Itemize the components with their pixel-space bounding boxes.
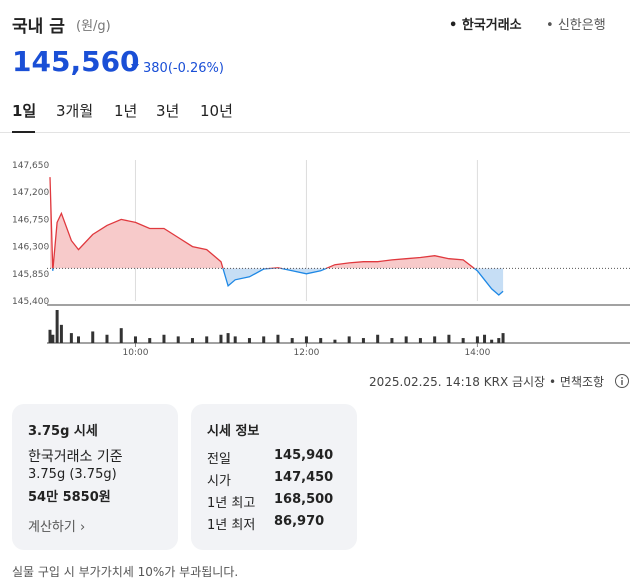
volume-bar: [48, 329, 52, 343]
info-label: 1년 최저: [207, 518, 256, 533]
source-label: 신한은행: [557, 18, 606, 33]
card-amount: 54만 5850원: [28, 490, 111, 505]
tab[interactable]: 3개월: [56, 102, 94, 120]
info-value: 145,940: [274, 448, 334, 463]
volume-bar: [233, 336, 237, 343]
calc-button[interactable]: 계산하기 ›: [28, 520, 86, 535]
y-tick-label: 147,650: [12, 161, 49, 171]
tab-underline: [12, 131, 35, 133]
change: 380(-0.26%): [143, 61, 224, 76]
price: 145,560: [12, 45, 140, 78]
volume-bar: [501, 333, 505, 343]
info-label: 전일: [207, 452, 231, 467]
price-line: [52, 268, 504, 296]
volume-bar: [190, 338, 194, 343]
volume-bar: [226, 333, 230, 343]
volume-bar: [497, 338, 501, 343]
change-pct: (-0.26%): [167, 61, 224, 76]
volume-bar: [205, 336, 209, 343]
x-tick-label: 12:00: [293, 348, 319, 358]
volume-bar: [69, 333, 73, 343]
info-card: 시세 정보 전일 145,940 시가 147,450 1년 최고 168,50…: [191, 404, 357, 550]
volume-bar: [76, 336, 80, 343]
volume-bar: [319, 338, 323, 343]
tab[interactable]: 1년: [114, 102, 138, 120]
volume-bar: [304, 336, 308, 343]
volume-bar: [176, 336, 180, 343]
volume-bar: [91, 331, 95, 343]
y-tick-label: 147,200: [12, 188, 49, 198]
volume-bar: [461, 338, 465, 343]
tab[interactable]: 3년: [156, 102, 180, 120]
disclaimer-label: 면책조항: [559, 375, 605, 389]
volume-bar: [490, 339, 494, 343]
y-tick-label: 145,850: [12, 270, 49, 280]
volume-bar: [247, 338, 251, 343]
volume-bar: [333, 339, 337, 343]
info-label: 1년 최고: [207, 496, 256, 511]
volume-bar: [59, 324, 63, 343]
price-area: [50, 177, 504, 269]
card-title: 시세 정보: [207, 424, 260, 439]
x-tick-label: 10:00: [123, 348, 149, 358]
volume-bar: [376, 334, 380, 343]
info-value: 147,450: [274, 470, 334, 485]
unit: (원/g): [76, 19, 111, 34]
volume-bar: [390, 338, 394, 343]
volume-bar: [447, 334, 451, 343]
card-weight: 3.75g (3.75g): [28, 467, 117, 482]
volume-bar: [148, 338, 152, 343]
source-label: 한국거래소: [461, 18, 522, 33]
tab[interactable]: 10년: [200, 102, 233, 120]
volume-bar: [55, 310, 59, 343]
info-label: 시가: [207, 474, 231, 489]
info-value: 168,500: [274, 492, 334, 507]
volume-bar: [133, 336, 137, 343]
y-tick-label: 146,750: [12, 215, 49, 225]
volume-bar: [262, 336, 266, 343]
volume-bar: [276, 334, 280, 343]
timestamp: 2025.02.25. 14:18 KRX 금시장: [369, 375, 546, 389]
calc-label: 계산하기: [28, 520, 76, 535]
chart: 147,650 147,200 146,750 146,300 145,850 145,4…: [12, 160, 630, 358]
volume-bar: [290, 338, 294, 343]
volume-bar: [347, 336, 351, 343]
volume-bar: [433, 336, 437, 343]
volume-bar: [361, 338, 365, 343]
price-line: [49, 177, 476, 269]
price-card: 3.75g 시세 한국거래소 기준 3.75g (3.75g) 54만 5850…: [12, 404, 178, 550]
volume-bar: [119, 328, 123, 343]
info-icon[interactable]: [614, 373, 630, 389]
change-value: 380: [143, 61, 168, 76]
source-tab[interactable]: • 신한은행: [546, 18, 606, 33]
volume-bar: [219, 334, 223, 343]
disclaimer[interactable]: • 면책조항: [549, 375, 605, 389]
footer-note: 실물 구입 시 부가가치세 10%가 부과됩니다.: [12, 565, 239, 579]
title: 국내 금: [12, 17, 65, 37]
volume-bar: [51, 334, 55, 343]
volume-bar: [418, 338, 422, 343]
tab[interactable]: 1일: [12, 102, 37, 120]
card-basis: 한국거래소 기준: [28, 449, 123, 465]
tab-divider: [0, 132, 630, 133]
volume-bar: [483, 334, 487, 343]
card-title: 3.75g 시세: [28, 424, 98, 439]
down-arrow: [131, 64, 139, 70]
y-tick-label: 146,300: [12, 243, 49, 253]
info-value: 86,970: [274, 514, 325, 529]
volume-bar: [105, 334, 109, 343]
volume-bar: [475, 336, 479, 343]
volume-bar: [162, 334, 166, 343]
volume-bar: [404, 336, 408, 343]
x-tick-label: 14:00: [464, 348, 490, 358]
y-tick-label: 145,400: [12, 297, 49, 307]
source-tab[interactable]: • 한국거래소: [449, 18, 522, 33]
